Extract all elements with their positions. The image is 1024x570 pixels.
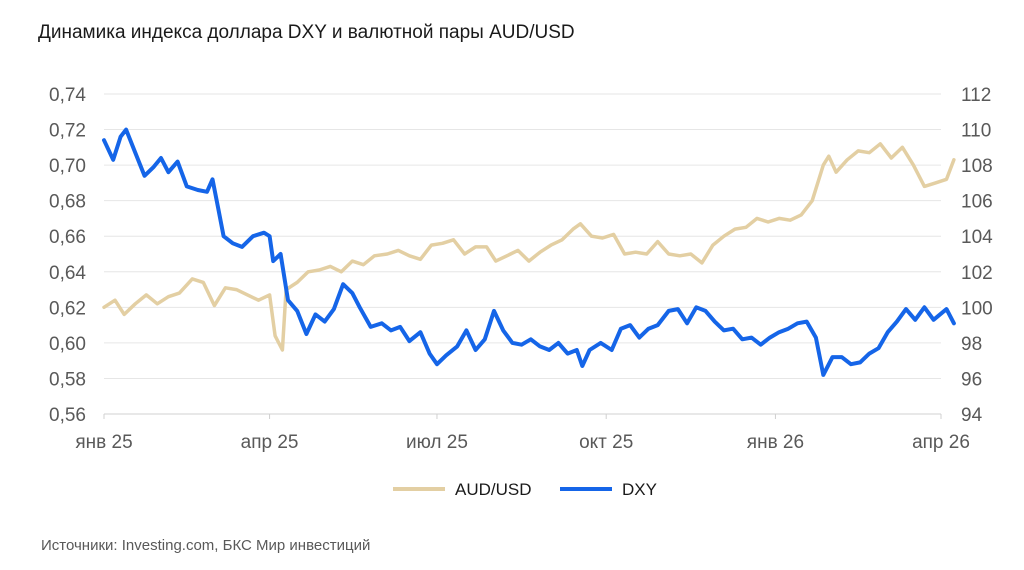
y-right-tick-label: 108 [961,156,993,177]
y-right-tick-label: 106 [961,192,993,213]
y-left-tick-label: 0,72 [49,121,86,142]
gridlines [104,93,941,415]
x-tick-label: янв 26 [747,432,804,453]
y-left-tick-label: 0,68 [49,192,86,213]
series-lines [102,127,956,377]
source-note: Источники: Investing.com, БКС Мир инвест… [41,537,371,554]
y-right-tick-label: 98 [961,334,982,355]
y-left-tick-label: 0,62 [49,298,86,319]
y-right-tick-label: 104 [961,227,993,248]
legend-label: AUD/USD [455,480,532,499]
x-tick-label: апр 26 [912,432,970,453]
x-tick-label: окт 25 [579,432,633,453]
y-right-tick-label: 100 [961,298,993,319]
x-tick-label: янв 25 [75,432,132,453]
y-right-tick-label: 110 [961,121,991,142]
y-right-tick-label: 102 [961,263,993,284]
y-left-tick-label: 0,66 [49,227,86,248]
x-tick-label: апр 25 [241,432,299,453]
y-left-tick-label: 0,74 [49,85,86,106]
y-right-tick-label: 112 [961,85,991,106]
y-right-tick-label: 96 [961,369,982,390]
y-right-tick-label: 94 [961,405,983,426]
series-line-dxy [102,127,956,377]
y-axis-right: 112 110 108 106 104 102 100 98 96 94 [961,85,993,426]
legend: AUD/USD DXY [393,480,657,499]
y-left-tick-label: 0,64 [49,263,86,284]
legend-label: DXY [622,480,657,499]
series-line-aud-usd [102,142,956,352]
chart-title: Динамика индекса доллара DXY и валютной … [38,22,575,43]
y-left-tick-label: 0,70 [49,156,86,177]
y-left-tick-label: 0,60 [49,334,86,355]
x-tick-label: июл 25 [406,432,468,453]
x-axis: янв 25 апр 25 июл 25 окт 25 янв 26 апр 26 [75,414,970,453]
y-axis-left: 0,74 0,72 0,70 0,68 0,66 0,64 0,62 0,60 0,58 0,56 [49,85,86,426]
y-left-tick-label: 0,56 [49,405,86,426]
y-left-tick-label: 0,58 [49,369,86,390]
